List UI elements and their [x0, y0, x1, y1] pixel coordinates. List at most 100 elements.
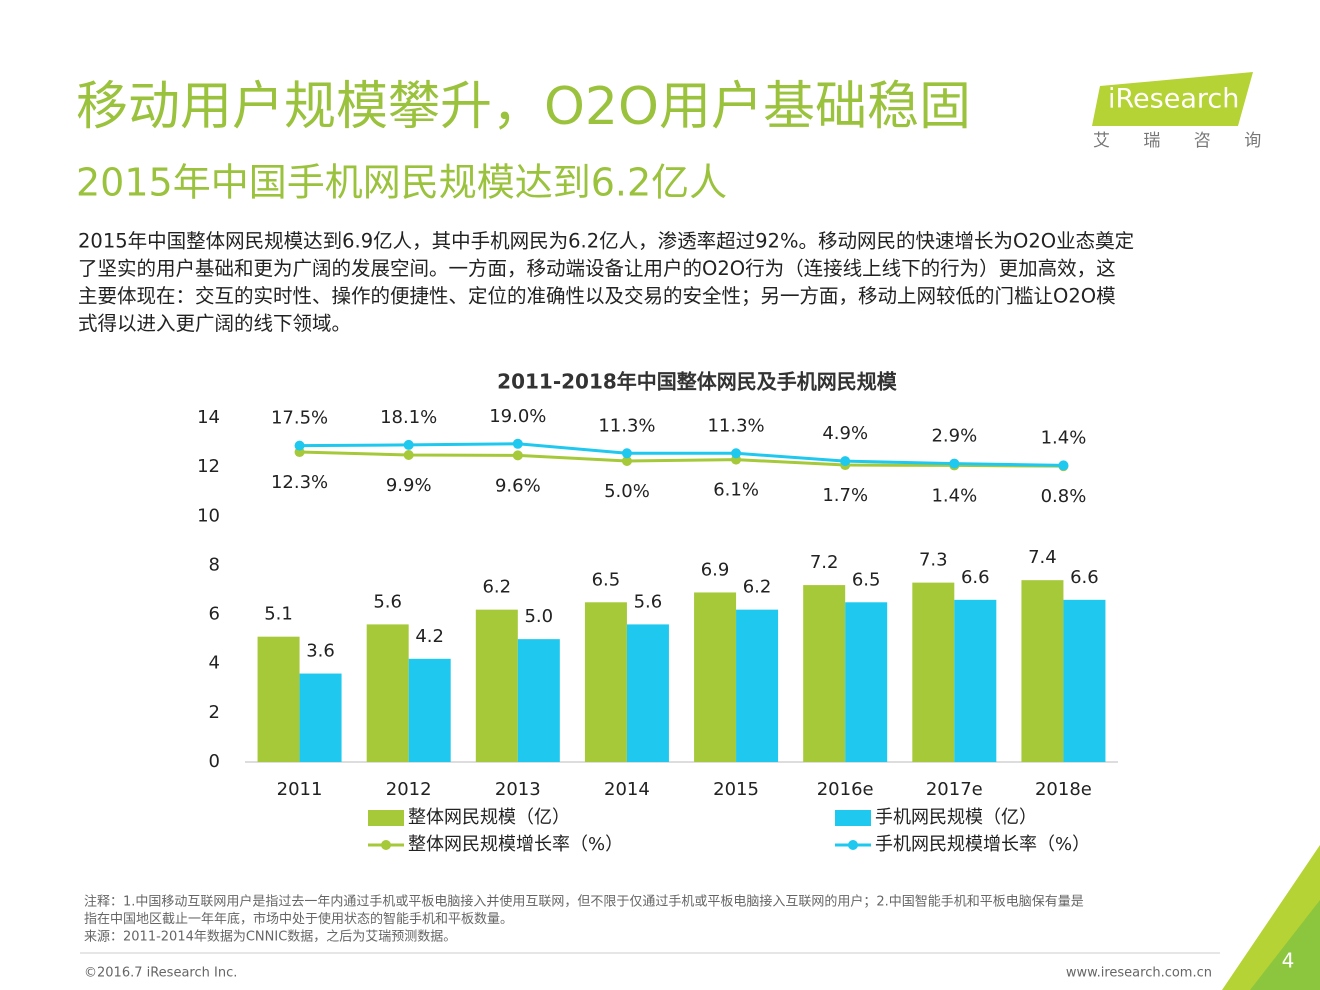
body-line: 主要体现在：交互的实时性、操作的便捷性、定位的准确性以及交易的安全性；另一方面，…	[78, 285, 1116, 308]
line-label: 2.9%	[931, 426, 977, 447]
line-label: 5.0%	[604, 481, 650, 502]
bar	[517, 639, 560, 762]
y-tick-label: 12	[197, 456, 220, 477]
note-line: 来源：2011-2014年数据为CNNIC数据，之后为艾瑞预测数据。	[84, 930, 456, 945]
line-label: 17.5%	[271, 408, 328, 429]
line-point	[731, 448, 742, 459]
x-tick-label: 2015	[713, 779, 759, 800]
legend-swatch	[848, 840, 858, 850]
legend-swatch	[835, 810, 871, 826]
y-tick-label: 0	[209, 751, 220, 772]
bar	[299, 673, 342, 762]
line-label: 11.3%	[598, 415, 655, 436]
line-label: 11.3%	[707, 415, 764, 436]
bar	[694, 592, 737, 762]
bar	[912, 582, 955, 762]
bar-label: 7.3	[919, 550, 948, 571]
line	[299, 450, 1064, 468]
bar	[366, 624, 409, 762]
line-label: 9.6%	[495, 475, 541, 496]
x-tick-label: 2016e	[817, 779, 874, 800]
line-point	[949, 458, 960, 469]
line-point	[512, 438, 523, 449]
bar-label: 6.6	[1070, 567, 1099, 588]
y-tick-label: 10	[197, 505, 220, 526]
x-tick-label: 2018e	[1035, 779, 1092, 800]
bar-label: 6.5	[592, 569, 621, 590]
line-label: 1.7%	[822, 485, 868, 506]
bar	[475, 609, 518, 762]
y-tick-label: 6	[209, 604, 220, 625]
x-tick-label: 2017e	[926, 779, 983, 800]
line-label: 19.0%	[489, 406, 546, 427]
line-label: 4.9%	[822, 423, 868, 444]
bar	[736, 609, 779, 762]
bar-label: 7.4	[1028, 547, 1057, 568]
bar-label: 6.2	[482, 577, 511, 598]
body-line: 式得以进入更广阔的线下领域。	[78, 312, 351, 335]
url: www.iresearch.com.cn	[1066, 966, 1212, 981]
line-label: 18.1%	[380, 407, 437, 428]
line-point	[621, 456, 632, 466]
bar-label: 5.6	[634, 591, 663, 612]
bar	[845, 602, 888, 762]
line-point	[840, 456, 851, 467]
line-label: 12.3%	[271, 472, 328, 493]
corner-shape	[1250, 900, 1320, 990]
bar	[1063, 599, 1106, 762]
bar	[408, 658, 451, 762]
line-label: 6.1%	[713, 480, 759, 501]
legend-label: 整体网民规模增长率（%）	[408, 834, 623, 855]
line-point	[512, 450, 523, 461]
slide-subtitle: 2015年中国手机网民规模达到6.2亿人	[76, 161, 727, 205]
y-tick-label: 4	[209, 653, 220, 674]
bar-label: 3.6	[306, 641, 335, 662]
bar-label: 7.2	[810, 552, 839, 573]
x-tick-label: 2014	[604, 779, 650, 800]
slide-title: 移动用户规模攀升，O2O用户基础稳固	[76, 77, 971, 137]
legend-label: 手机网民规模（亿）	[875, 807, 1037, 828]
bar	[257, 636, 300, 762]
bar-label: 6.9	[701, 559, 730, 580]
bar	[1021, 580, 1064, 762]
bar-label: 5.6	[373, 591, 402, 612]
note-line: 指在中国地区截止一年年底，市场中处于使用状态的智能手机和平板数量。	[84, 911, 513, 927]
y-tick-label: 2	[209, 702, 220, 723]
legend-label: 手机网民规模增长率（%）	[875, 834, 1090, 855]
bar-label: 5.1	[264, 604, 293, 625]
line-label: 1.4%	[1041, 427, 1087, 448]
line-point	[621, 448, 632, 459]
page-number: 4	[1282, 949, 1295, 973]
bar-label: 4.2	[415, 626, 444, 647]
bar	[954, 599, 997, 762]
line-label: 0.8%	[1041, 486, 1087, 507]
bar	[803, 585, 846, 762]
line	[299, 442, 1064, 467]
body-line: 2015年中国整体网民规模达到6.9亿人，其中手机网民为6.2亿人，渗透率超过9…	[78, 230, 1134, 253]
line-label: 1.4%	[931, 485, 977, 506]
chart-title: 2011-2018年中国整体网民及手机网民规模	[497, 370, 898, 394]
bar-label: 6.2	[743, 577, 772, 598]
copyright: ©2016.7 iResearch Inc.	[84, 966, 237, 981]
y-tick-label: 8	[209, 554, 220, 575]
line-point	[403, 449, 414, 460]
line-point	[403, 439, 414, 450]
legend-swatch	[368, 810, 404, 826]
line-point	[1058, 460, 1069, 471]
x-tick-label: 2013	[495, 779, 541, 800]
line-label: 9.9%	[386, 475, 432, 496]
bar-label: 5.0	[524, 606, 553, 627]
logo: iResearch	[1108, 84, 1239, 115]
legend-label: 整体网民规模（亿）	[408, 807, 570, 828]
bar	[626, 624, 669, 762]
bar-label: 6.5	[852, 569, 881, 590]
bar-label: 6.6	[961, 567, 990, 588]
x-tick-label: 2011	[277, 779, 323, 800]
x-tick-label: 2012	[386, 779, 432, 800]
note-line: 注释：1.中国移动互联网用户是指过去一年内通过手机或平板电脑接入并使用互联网，但…	[84, 894, 1084, 910]
line-point	[294, 440, 305, 451]
y-tick-label: 14	[197, 407, 220, 428]
logo-shape	[1092, 72, 1253, 126]
bar	[584, 602, 627, 762]
